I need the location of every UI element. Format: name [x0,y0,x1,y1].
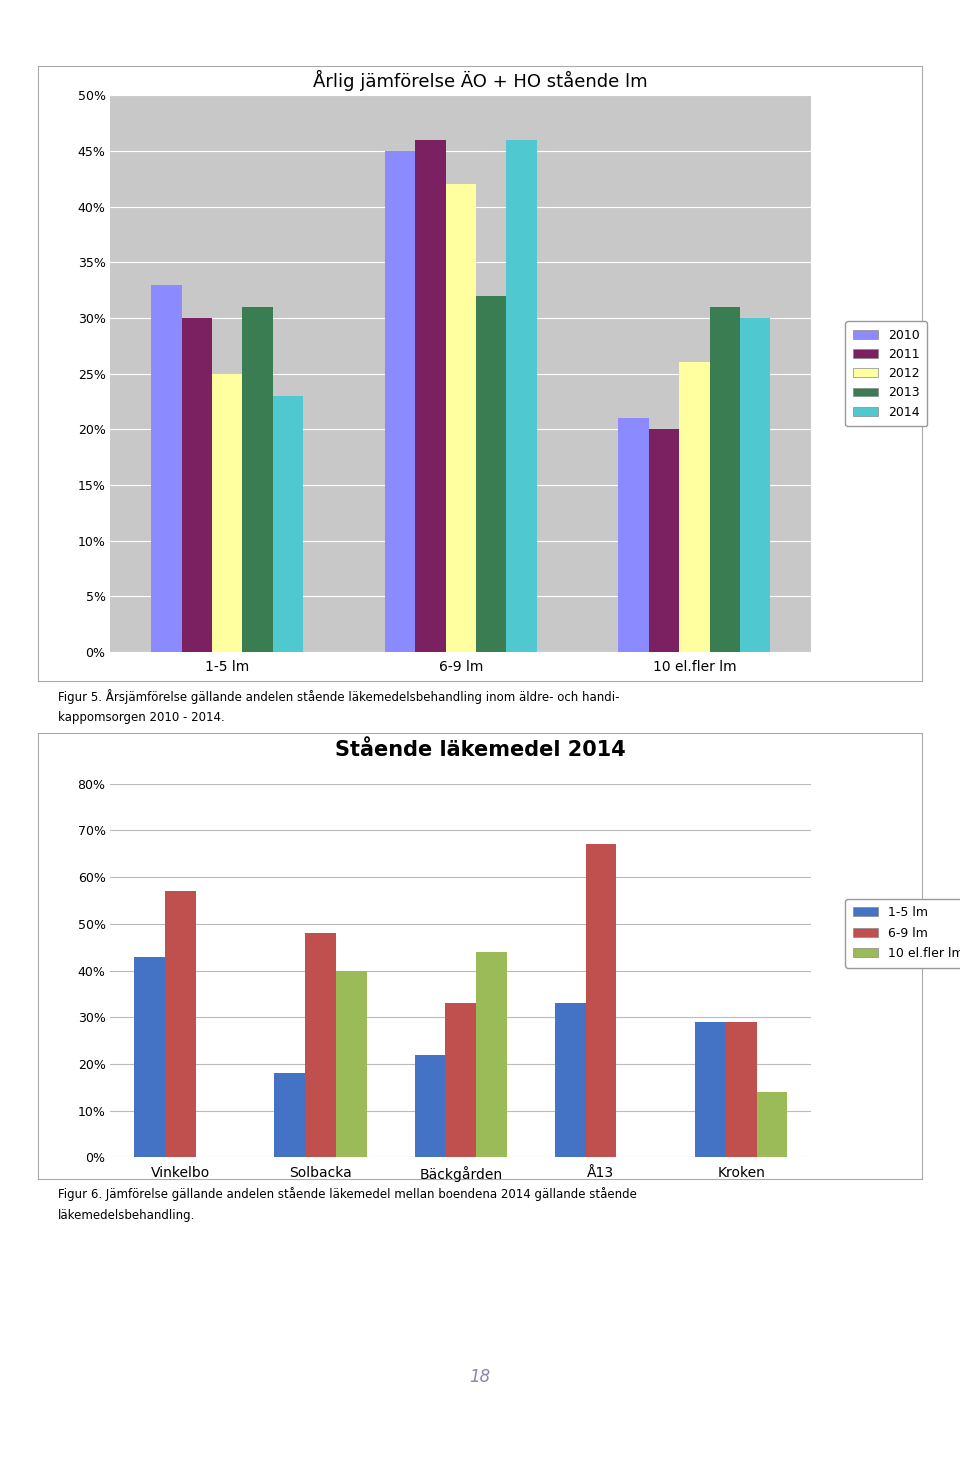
Text: Årlig jämförelse ÄO + HO stående lm: Årlig jämförelse ÄO + HO stående lm [313,70,647,91]
Text: 18: 18 [469,1368,491,1386]
Bar [726,1023,756,1157]
Bar [336,971,367,1157]
Bar [134,957,165,1157]
Bar [586,844,616,1157]
Bar [445,1004,476,1157]
Text: läkemedelsbehandling.: läkemedelsbehandling. [58,1209,195,1222]
Bar [709,306,740,652]
Text: kappomsorgen 2010 - 2014.: kappomsorgen 2010 - 2014. [58,711,225,724]
Bar [445,185,476,652]
Bar [618,418,649,652]
Bar [416,139,445,652]
Text: Figur 5. Årsjämförelse gällande andelen stående läkemedelsbehandling inom äldre-: Figur 5. Årsjämförelse gällande andelen … [58,689,619,703]
Bar [555,1004,586,1157]
Bar [212,374,242,652]
Text: Stående läkemedel 2014: Stående läkemedel 2014 [335,740,625,760]
Bar [275,1074,305,1157]
Bar [152,284,181,652]
Bar [476,296,506,652]
Legend: 1-5 lm, 6-9 lm, 10 el.fler lm: 1-5 lm, 6-9 lm, 10 el.fler lm [846,898,960,968]
Bar [756,1091,787,1157]
Bar [649,429,680,652]
Bar [476,952,507,1157]
Bar [242,306,273,652]
Bar [165,891,196,1157]
Text: Figur 6. Jämförelse gällande andelen stående läkemedel mellan boendena 2014 gäll: Figur 6. Jämförelse gällande andelen stå… [58,1187,636,1201]
Bar [273,396,303,652]
Bar [181,318,212,652]
Bar [740,318,770,652]
Bar [695,1023,726,1157]
Bar [415,1055,445,1157]
Bar [385,151,416,652]
Bar [506,139,537,652]
Bar [680,362,709,652]
Legend: 2010, 2011, 2012, 2013, 2014: 2010, 2011, 2012, 2013, 2014 [846,321,927,426]
Bar [305,933,336,1157]
